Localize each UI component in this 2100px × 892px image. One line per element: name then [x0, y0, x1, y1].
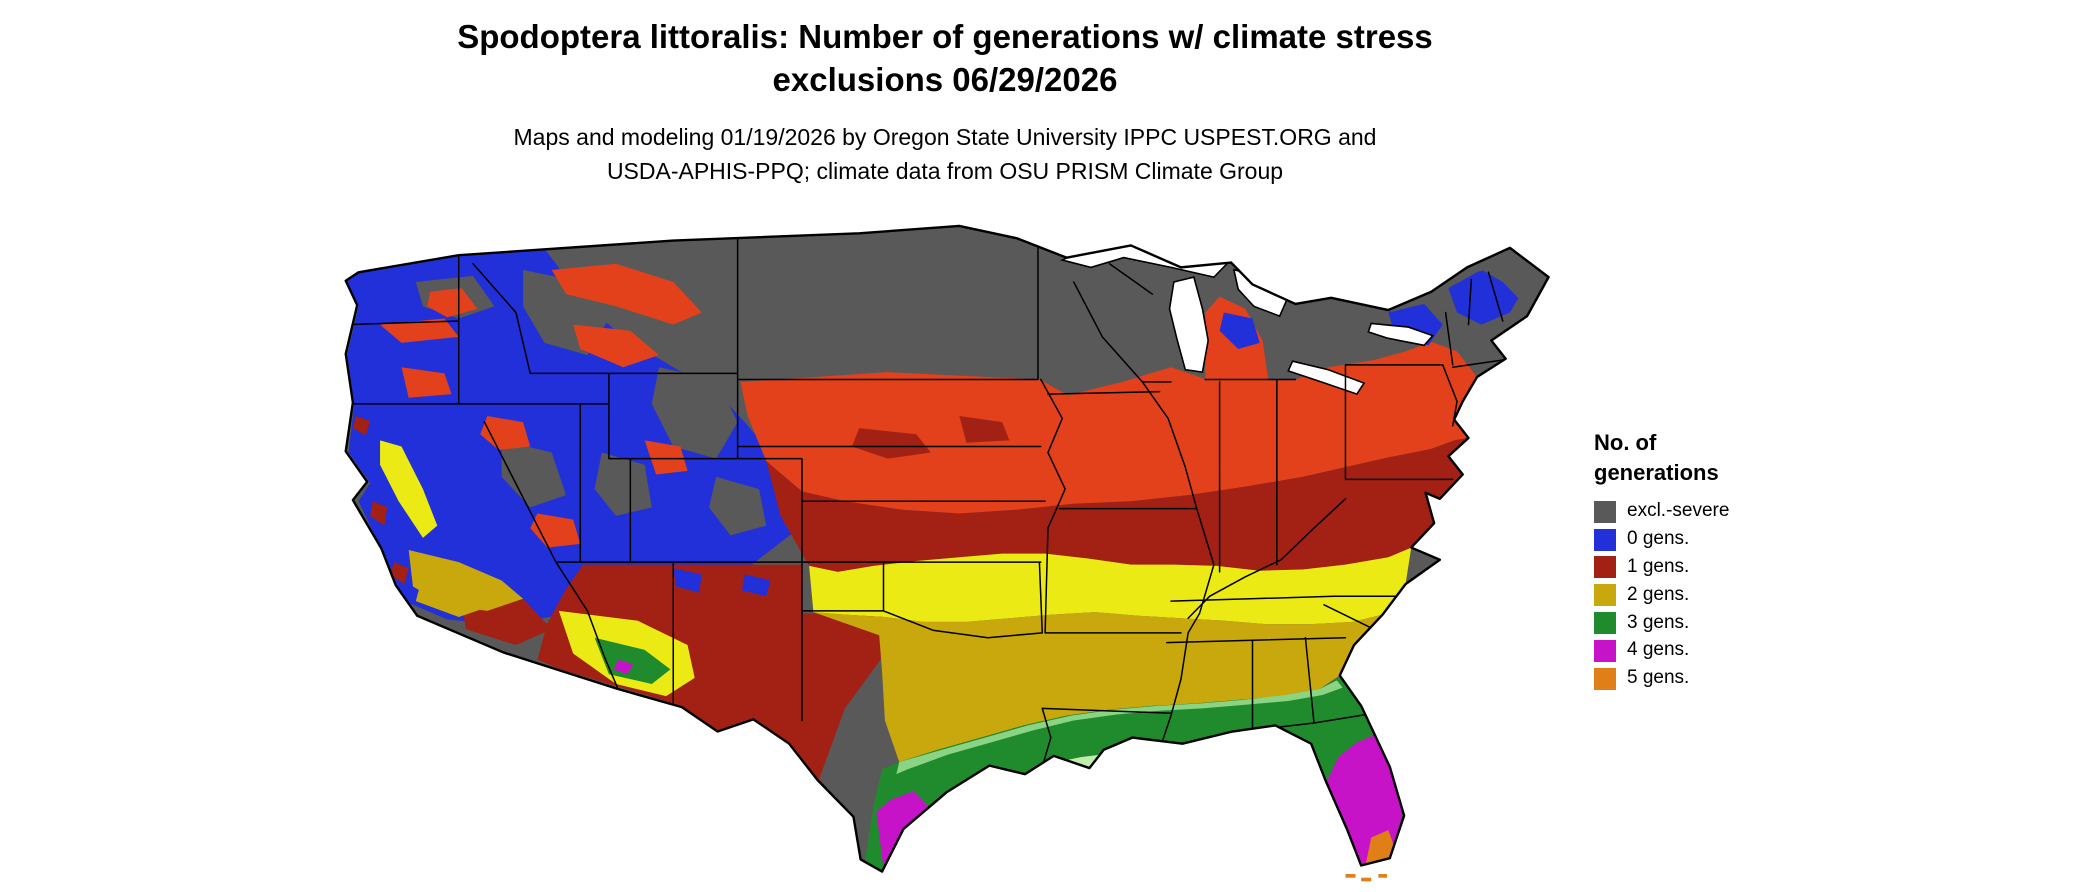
legend-item: 0 gens.: [1594, 528, 1894, 551]
legend-swatch: [1594, 556, 1616, 579]
state-borders: [347, 231, 1503, 767]
florida-keys: [1345, 874, 1387, 882]
legend-swatch: [1594, 667, 1616, 690]
legend-title-line1: No. of: [1594, 430, 1657, 455]
region-california-detail: [352, 416, 771, 697]
legend-swatch: [1594, 611, 1616, 634]
map-regions: [345, 225, 1549, 872]
region-excluded-maine: [1471, 247, 1546, 309]
us-outline: [346, 226, 1549, 872]
great-lakes: [1062, 238, 1432, 394]
legend-item-label: 1 gens.: [1627, 555, 1690, 577]
legend-item: 4 gens.: [1594, 639, 1894, 662]
region-2gens-bright-band: [809, 547, 1412, 625]
legend: No. of generations excl.-severe 0 gens. 1 …: [1594, 428, 1894, 695]
us-generations-map: [330, 215, 1560, 885]
legend-item-label: 0 gens.: [1627, 528, 1690, 550]
legend-swatch: [1594, 584, 1616, 607]
header: Spodoptera littoralis: Number of generat…: [345, 16, 1545, 189]
legend-item: 3 gens.: [1594, 612, 1894, 635]
legend-swatch: [1594, 528, 1616, 551]
legend-items: excl.-severe 0 gens. 1 gens. 2 gens. 3 gens.…: [1594, 500, 1894, 690]
legend-item: 5 gens.: [1594, 667, 1894, 690]
legend-item-label: 5 gens.: [1627, 667, 1690, 689]
legend-item-label: 4 gens.: [1627, 639, 1690, 661]
legend-item-label: 3 gens.: [1627, 611, 1690, 633]
map-title-line1: Spodoptera littoralis: Number of generat…: [457, 18, 1433, 55]
legend-swatch: [1594, 500, 1616, 523]
region-3gens-light-fringe: [896, 680, 1343, 775]
legend-item-label: excl.-severe: [1627, 500, 1730, 522]
legend-item: excl.-severe: [1594, 500, 1894, 523]
lake-michigan: [1170, 277, 1209, 372]
region-shade-west-patches: [380, 263, 702, 548]
region-1gen-plains-patches: [852, 416, 1010, 459]
legend-swatch: [1594, 639, 1616, 662]
map-subtitle: Maps and modeling 01/19/2026 by Oregon S…: [345, 120, 1545, 189]
lake-ontario: [1368, 323, 1432, 345]
region-2gens-gold-band: [813, 612, 1383, 762]
legend-item-label: 2 gens.: [1627, 583, 1690, 605]
legend-title: No. of generations: [1594, 428, 1894, 487]
map-subtitle-line2: USDA-APHIS-PPQ; climate data from OSU PR…: [606, 158, 1284, 185]
region-1gen-band: [766, 437, 1469, 572]
legend-title-line2: generations: [1594, 459, 1719, 485]
legend-item: 1 gens.: [1594, 556, 1894, 579]
legend-item: 2 gens.: [1594, 584, 1894, 607]
us-map-svg: [330, 215, 1560, 882]
region-shade-north-band: [740, 296, 1478, 514]
map-title: Spodoptera littoralis: Number of generat…: [345, 16, 1545, 102]
map-title-line2: exclusions 06/29/2026: [772, 60, 1118, 98]
map-subtitle-line1: Maps and modeling 01/19/2026 by Oregon S…: [513, 123, 1377, 150]
